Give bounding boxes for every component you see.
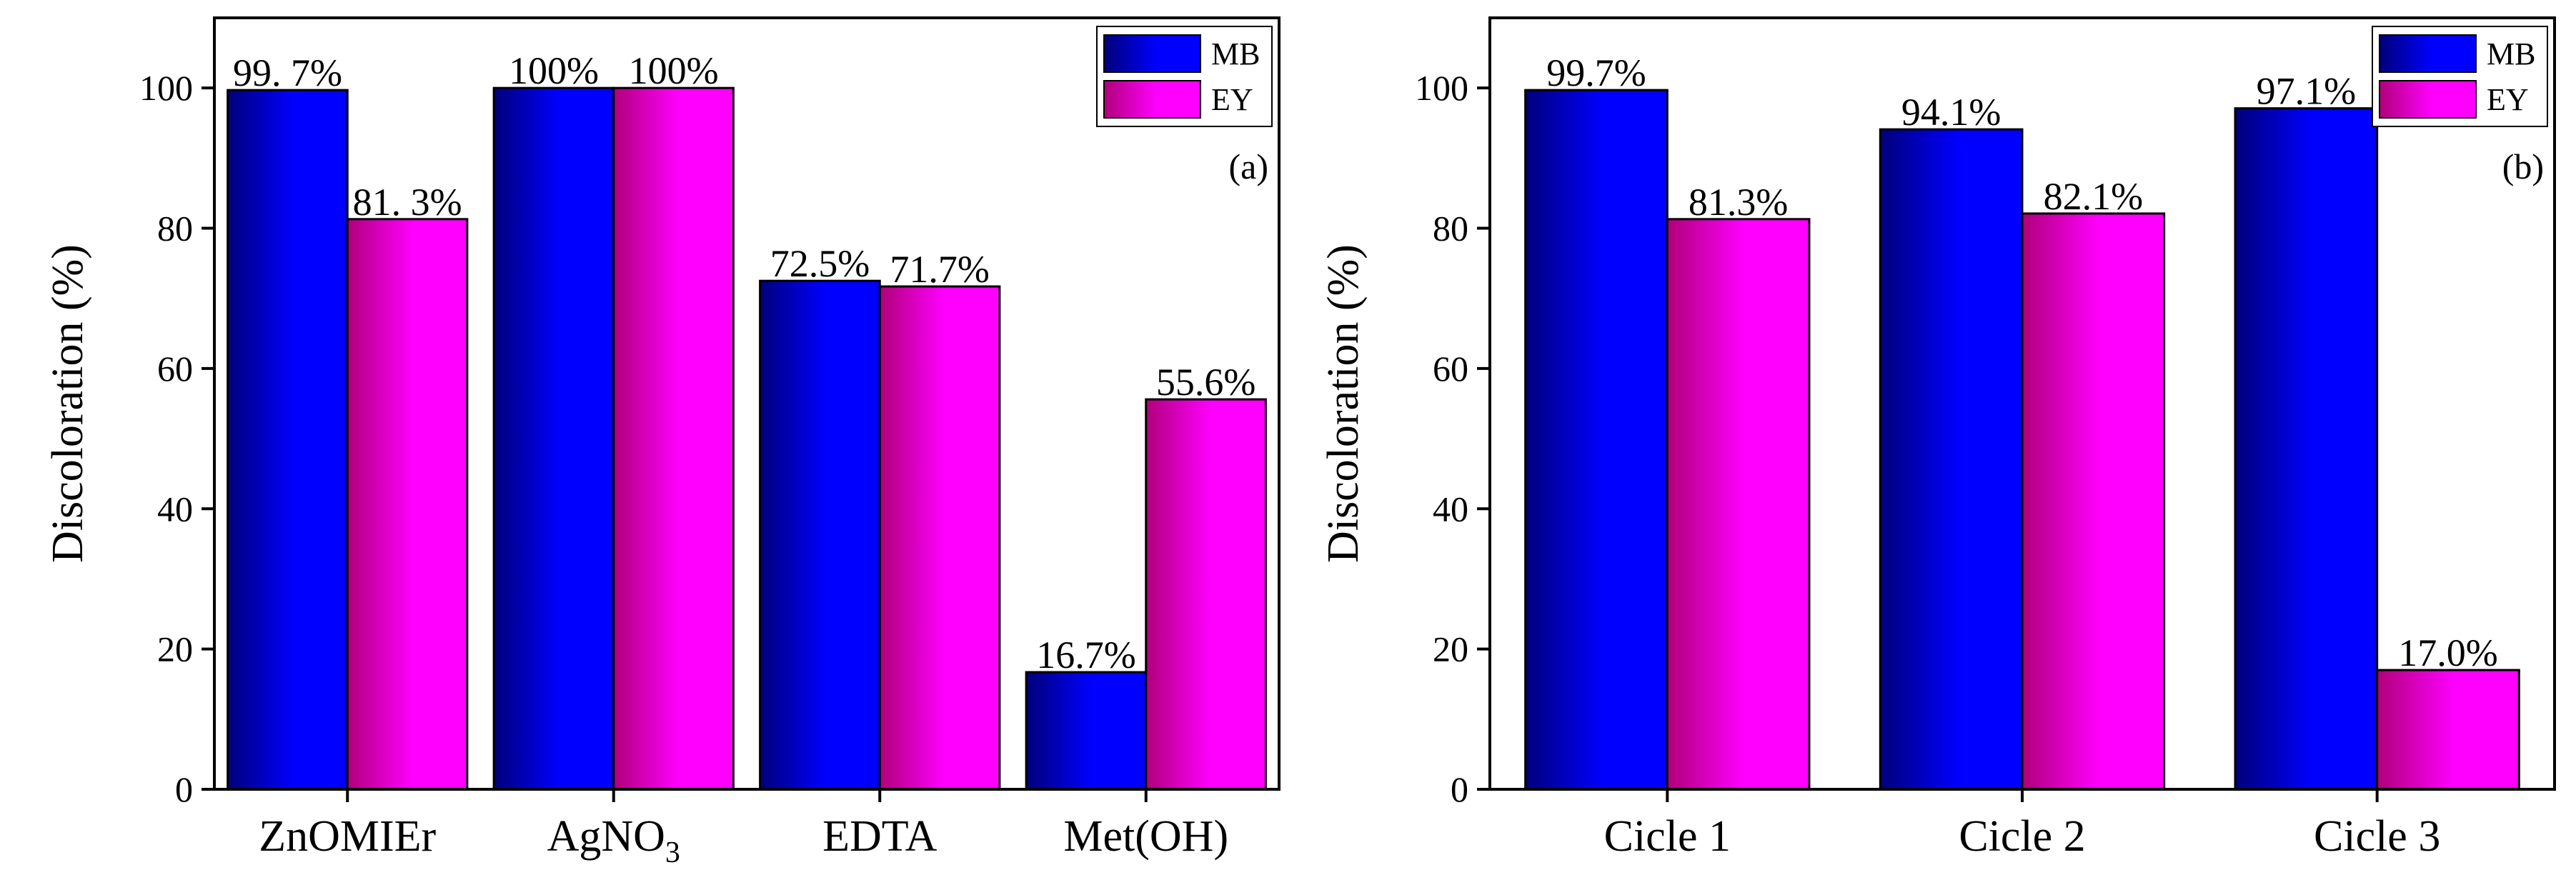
data-label: 81. 3%	[353, 181, 462, 224]
x-tick-label: Met(OH)	[1063, 812, 1228, 861]
y-tick-label: 100	[1415, 68, 1468, 108]
data-label: 72.5%	[770, 242, 870, 285]
x-tick-label-main: Met(OH)	[1063, 812, 1228, 861]
chart-panel-b: 0 20 40 60 80 100 Discoloration (%) 99.7% 81.3% C…	[1319, 16, 2556, 861]
data-label: 99. 7%	[233, 51, 342, 94]
x-tick-label-main: AgNO	[547, 812, 665, 861]
panel-tag: (b)	[2502, 146, 2544, 186]
legend-swatch-mb	[1103, 34, 1201, 73]
y-tick-label: 60	[1433, 349, 1468, 389]
data-label: 94.1%	[1901, 91, 2001, 134]
bar-mb	[1879, 128, 2024, 791]
x-tick-label-main: EDTA	[822, 812, 938, 861]
bar-ey	[2021, 212, 2166, 791]
y-tick-label: 0	[1451, 769, 1468, 809]
legend-swatch-mb	[2379, 34, 2477, 73]
bar-ey	[878, 285, 1001, 791]
data-label: 99.7%	[1546, 51, 1646, 94]
y-axis-label: Discoloration (%)	[1319, 244, 1368, 563]
bar-mb	[227, 89, 349, 791]
y-tick-label: 80	[157, 209, 193, 249]
y-axis-label: Discoloration (%)	[44, 244, 92, 563]
data-label: 97.1%	[2257, 70, 2356, 113]
legend-label: EY	[2487, 82, 2529, 117]
y-tick-label: 80	[1433, 209, 1468, 249]
panel-tag: (a)	[1229, 146, 1269, 186]
data-label: 17.0%	[2398, 631, 2497, 674]
bar-ey	[1666, 218, 1811, 791]
data-label: 16.7%	[1036, 634, 1135, 676]
data-label: 81.3%	[1689, 181, 1788, 224]
chart-panel-a: 0 20 40 60 80 100 Discoloration (%) 99. 7% 81. 3…	[44, 16, 1280, 869]
bar-ey	[2376, 669, 2520, 791]
y-tick-label: 60	[157, 349, 193, 389]
bar-mb	[1524, 89, 1669, 791]
data-label: 71.7%	[890, 248, 989, 291]
bar-ey	[1145, 398, 1267, 791]
x-tick-label: AgNO3	[547, 812, 680, 869]
x-tick-label-subscript: 3	[665, 836, 680, 869]
y-tick-label: 20	[157, 629, 193, 669]
x-tick-label-main: ZnOMIEr	[259, 812, 436, 861]
x-tick-label: Cicle 3	[2314, 812, 2440, 861]
plot-frame	[213, 16, 1280, 791]
legend-label: MB	[1211, 36, 1260, 71]
plot-frame	[1488, 16, 2556, 791]
bar-mb	[492, 86, 615, 791]
data-label: 100%	[629, 49, 719, 92]
legend-label: MB	[2487, 36, 2535, 71]
legend-swatch-ey	[1103, 80, 1201, 119]
bar-ey	[346, 218, 469, 791]
x-tick-label-main: Cicle 2	[1959, 812, 2085, 861]
y-tick-label: 20	[1433, 629, 1468, 669]
y-tick-label: 0	[175, 769, 193, 809]
x-tick-label: Cicle 1	[1604, 812, 1731, 861]
bar-mb	[1025, 671, 1148, 791]
legend-label: EY	[1211, 82, 1253, 117]
data-label: 100%	[509, 49, 599, 92]
x-tick-label: ZnOMIEr	[259, 812, 436, 861]
x-tick-label: Cicle 2	[1959, 812, 2085, 861]
bar-mb	[2234, 107, 2379, 791]
bar-ey	[612, 86, 735, 791]
x-tick-label-main: Cicle 1	[1604, 812, 1731, 861]
y-tick-label: 40	[1433, 489, 1468, 529]
data-label: 55.6%	[1156, 361, 1255, 404]
data-label: 82.1%	[2044, 175, 2143, 218]
y-tick-label: 40	[157, 489, 193, 529]
bar-mb	[759, 279, 881, 791]
x-tick-label: EDTA	[822, 812, 938, 861]
x-tick-label-main: Cicle 3	[2314, 812, 2440, 861]
legend-swatch-ey	[2379, 80, 2477, 119]
y-tick-label: 100	[139, 68, 193, 108]
